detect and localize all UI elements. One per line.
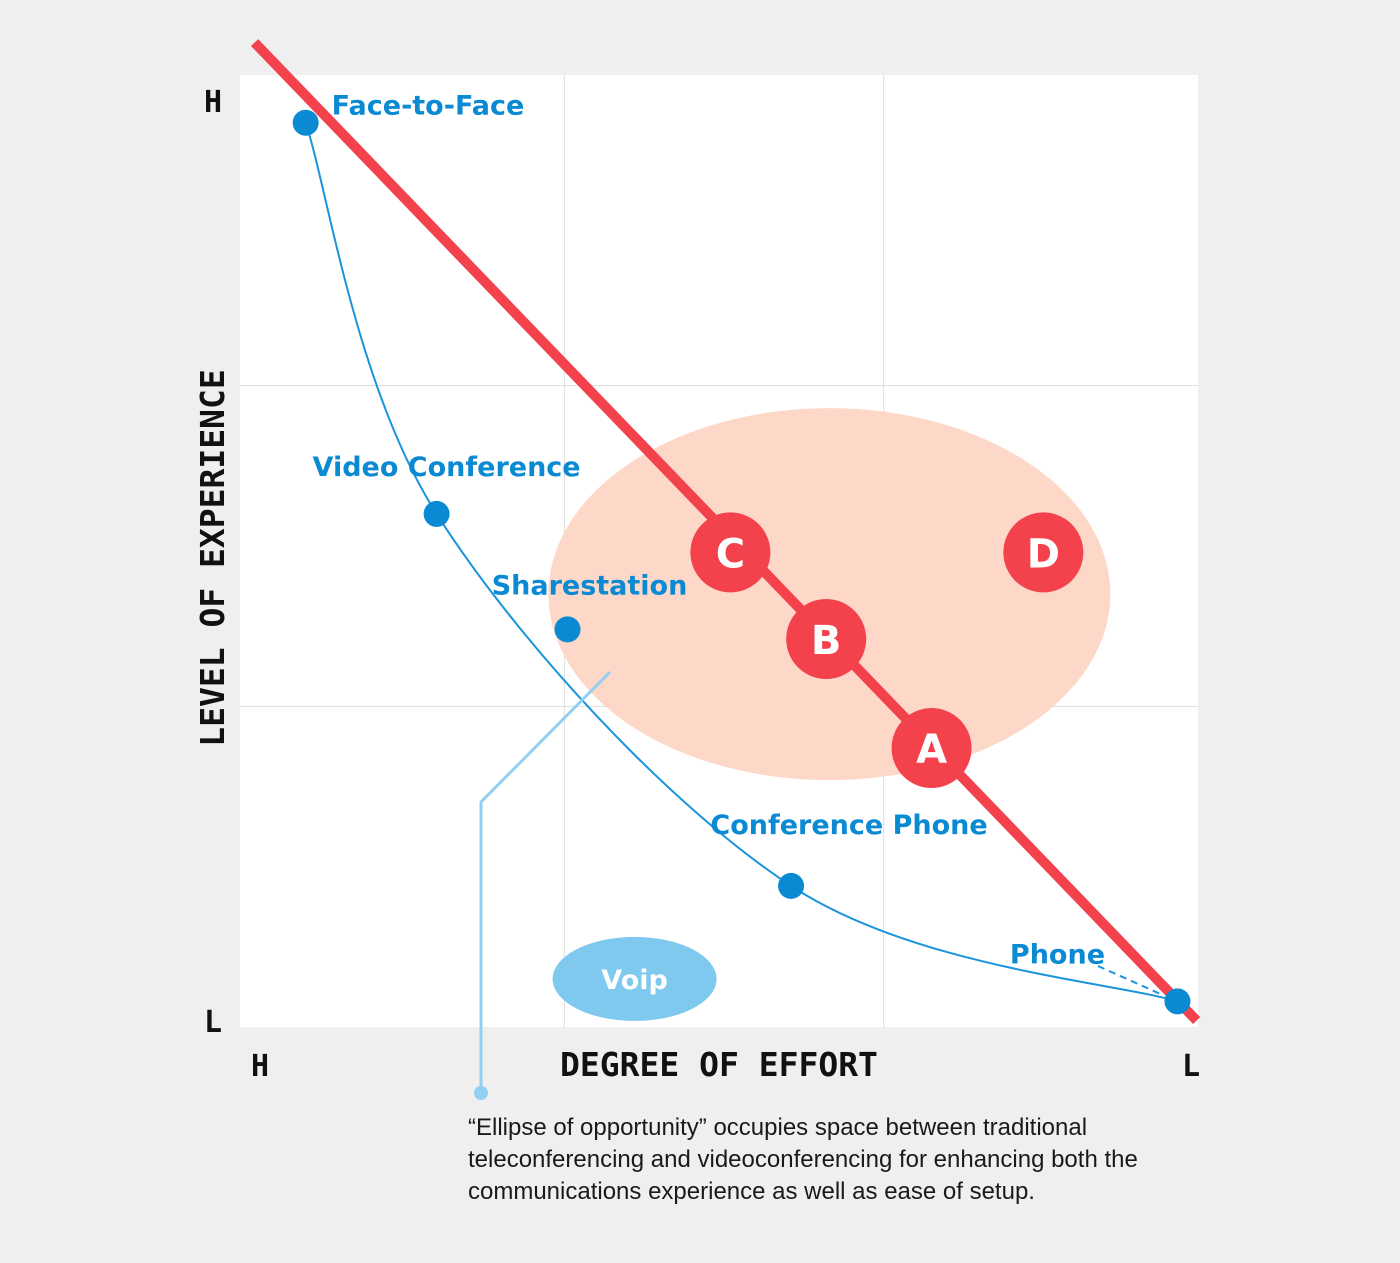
voip-label: Voip <box>601 965 668 996</box>
point-label-video-conference: Video Conference <box>313 452 581 483</box>
marker-label-d: D <box>1027 531 1060 577</box>
marker-d <box>1003 512 1084 593</box>
point-face-to-face <box>292 109 319 136</box>
opportunity-markers: A B C D <box>690 512 1084 789</box>
voip-ellipse <box>552 936 717 1021</box>
marker-label-c: C <box>716 531 745 577</box>
point-phone <box>1164 988 1191 1015</box>
marker-c <box>690 512 771 593</box>
point-sharestation <box>554 616 581 643</box>
marker-label-a: A <box>916 727 947 773</box>
y-axis-label: LEVEL OF EXPERIENCE <box>193 369 232 747</box>
marker-b <box>786 598 867 679</box>
point-label-face-to-face: Face-to-Face <box>332 91 525 122</box>
voip-badge: Voip <box>552 936 717 1021</box>
x-tick-low: L <box>1182 1049 1200 1084</box>
y-tick-high: H <box>204 85 222 120</box>
point-conference-phone <box>778 872 805 899</box>
marker-a <box>891 708 972 789</box>
frontier-curve <box>304 122 1178 1003</box>
point-label-conference-phone: Conference Phone <box>710 810 987 841</box>
point-label-phone: Phone <box>1010 939 1105 970</box>
annotation-caption: “Ellipse of opportunity” occupies space … <box>468 1114 1138 1205</box>
annotation-leader-dot <box>474 1086 488 1100</box>
ellipse-of-opportunity <box>548 408 1111 781</box>
annotation-leader-line <box>479 670 612 1093</box>
point-video-conference <box>423 500 450 527</box>
marker-label-b: B <box>811 618 842 664</box>
data-points: Face-to-Face Video Conference Sharestation… <box>292 91 1191 1015</box>
y-tick-low: L <box>204 1005 222 1040</box>
x-tick-high: H <box>251 1049 269 1084</box>
x-axis-label: DEGREE OF EFFORT <box>560 1045 878 1084</box>
point-label-sharestation: Sharestation <box>492 570 688 601</box>
